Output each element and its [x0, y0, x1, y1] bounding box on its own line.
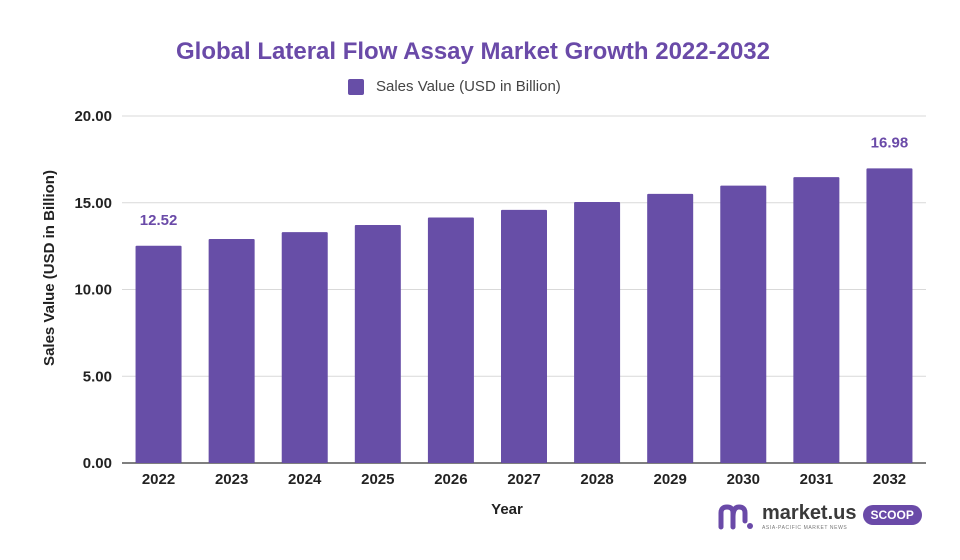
data-label-2032: 16.98 — [871, 134, 909, 151]
x-tick-label: 2031 — [800, 471, 833, 488]
market-us-logo-icon — [718, 504, 753, 530]
watermark-text: market.us ASIA-PACIFIC MARKET NEWS — [762, 503, 857, 531]
x-tick-label: 2028 — [580, 471, 613, 488]
y-tick-label: 5.00 — [83, 368, 112, 385]
y-axis-ticks: 0.00 5.00 10.00 15.00 20.00 — [74, 108, 112, 472]
x-tick-label: 2022 — [142, 471, 175, 488]
y-tick-label: 0.00 — [83, 455, 112, 472]
x-axis-ticks: 2022 2023 2024 2025 2026 2027 2028 2029 2030 2031… — [142, 471, 906, 488]
data-labels: 12.52 16.98 — [140, 134, 908, 228]
bar-2032 — [866, 168, 913, 463]
x-tick-label: 2029 — [653, 471, 686, 488]
bar-2026 — [427, 217, 474, 463]
bar-2024 — [281, 232, 328, 463]
watermark-tagline: ASIA-PACIFIC MARKET NEWS — [762, 525, 848, 531]
x-tick-label: 2027 — [507, 471, 540, 488]
y-axis-title: Sales Value (USD in Billion) — [41, 170, 58, 366]
data-label-2022: 12.52 — [140, 212, 178, 229]
chart-title: Global Lateral Flow Assay Market Growth … — [176, 38, 770, 65]
chart-legend: Sales Value (USD in Billion) — [348, 78, 561, 95]
y-tick-label: 10.00 — [74, 282, 112, 299]
y-tick-label: 20.00 — [74, 108, 112, 125]
bar-2031 — [793, 177, 840, 463]
bar-2023 — [208, 239, 255, 463]
bar-2028 — [574, 202, 621, 463]
y-tick-label: 15.00 — [74, 195, 112, 212]
x-tick-label: 2030 — [727, 471, 760, 488]
x-tick-label: 2023 — [215, 471, 248, 488]
bar-2025 — [354, 224, 401, 463]
x-tick-label: 2032 — [873, 471, 906, 488]
legend-swatch — [348, 78, 364, 95]
bar-2029 — [647, 193, 694, 464]
x-axis-title: Year — [491, 501, 523, 518]
x-tick-label: 2025 — [361, 471, 394, 488]
bar-2022 — [135, 245, 182, 463]
legend-label: Sales Value (USD in Billion) — [376, 78, 561, 95]
bar-2027 — [501, 209, 547, 463]
watermark-badge: SCOOP — [862, 505, 922, 525]
x-tick-label: 2026 — [434, 471, 467, 488]
bars — [135, 168, 913, 464]
x-tick-label: 2024 — [288, 471, 322, 488]
watermark: market.us ASIA-PACIFIC MARKET NEWS SCOOP — [718, 503, 922, 531]
watermark-name: market.us — [762, 502, 857, 524]
bar-2030 — [720, 185, 767, 464]
